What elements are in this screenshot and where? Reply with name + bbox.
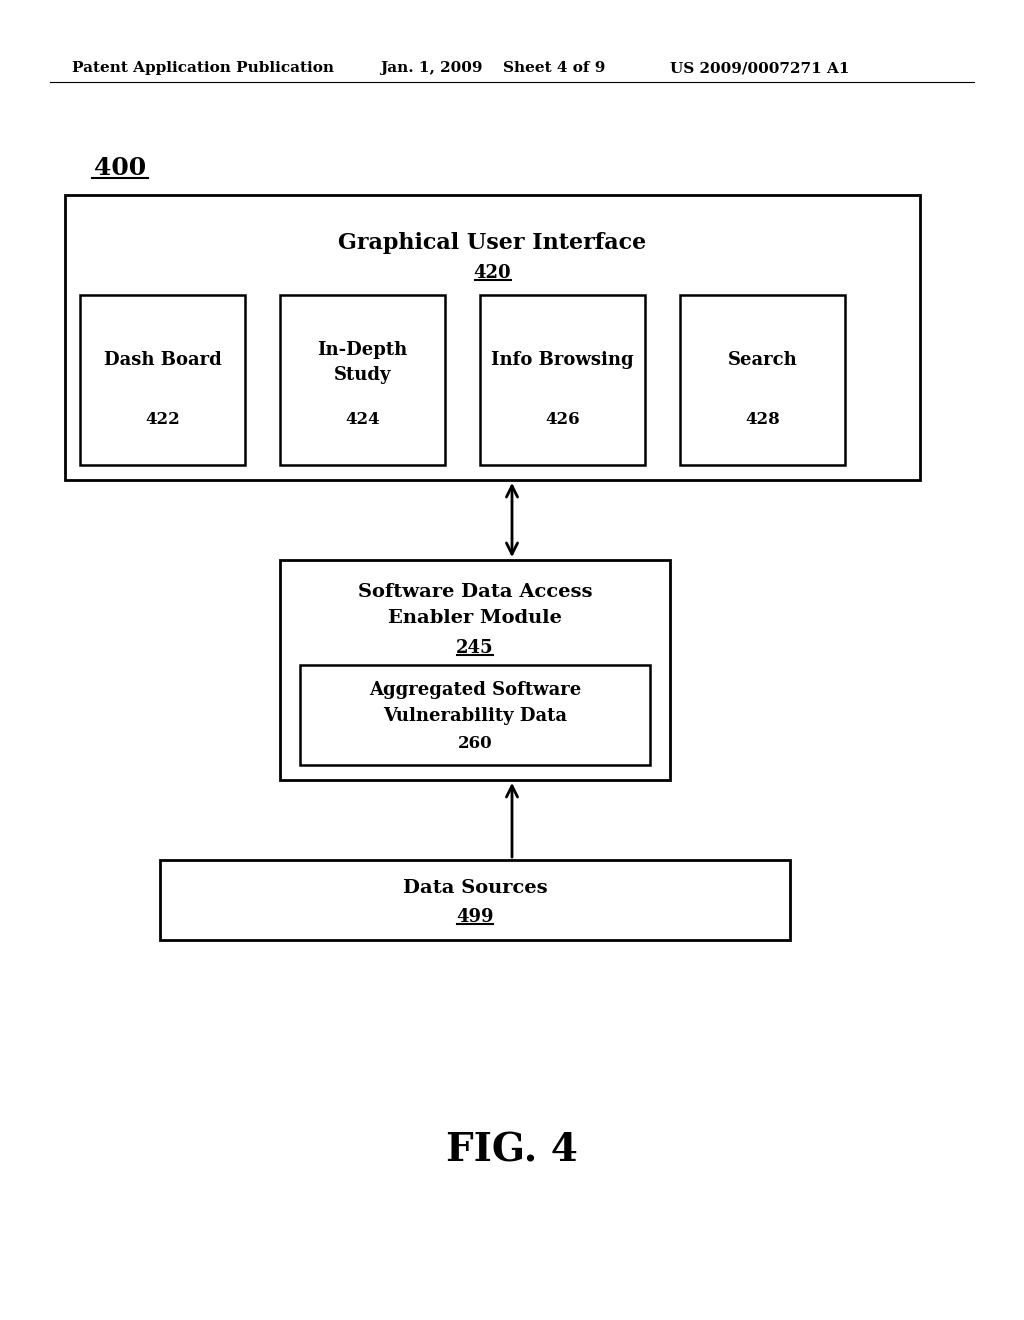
Text: FIG. 4: FIG. 4 — [446, 1131, 578, 1170]
Text: Study: Study — [334, 366, 391, 384]
Bar — [280, 560, 670, 780]
Bar — [300, 665, 650, 766]
Text: Aggregated Software
Vulnerability Data: Aggregated Software Vulnerability Data — [369, 681, 582, 725]
Text: Graphical User Interface: Graphical User Interface — [338, 232, 646, 253]
Bar — [65, 195, 920, 480]
Text: 400: 400 — [94, 156, 146, 180]
Text: 260: 260 — [458, 734, 493, 751]
Text: 422: 422 — [145, 412, 180, 429]
Text: 420: 420 — [474, 264, 511, 282]
Bar — [680, 294, 845, 465]
Bar — [480, 294, 645, 465]
Text: Dash Board: Dash Board — [103, 351, 221, 370]
Text: Jan. 1, 2009: Jan. 1, 2009 — [380, 61, 482, 75]
Bar — [280, 294, 445, 465]
Text: Sheet 4 of 9: Sheet 4 of 9 — [503, 61, 605, 75]
Text: US 2009/0007271 A1: US 2009/0007271 A1 — [670, 61, 850, 75]
Text: Info Browsing: Info Browsing — [492, 351, 634, 370]
Bar — [80, 294, 245, 465]
Text: 428: 428 — [745, 412, 780, 429]
Text: 499: 499 — [457, 908, 494, 927]
Text: Patent Application Publication: Patent Application Publication — [72, 61, 334, 75]
Text: In-Depth: In-Depth — [317, 341, 408, 359]
Text: 424: 424 — [345, 412, 380, 429]
Text: 426: 426 — [545, 412, 580, 429]
Text: Data Sources: Data Sources — [402, 879, 547, 898]
Text: Software Data Access
Enabler Module: Software Data Access Enabler Module — [357, 583, 592, 627]
Text: 245: 245 — [456, 639, 494, 657]
Bar — [160, 861, 790, 940]
Text: Search: Search — [728, 351, 798, 370]
